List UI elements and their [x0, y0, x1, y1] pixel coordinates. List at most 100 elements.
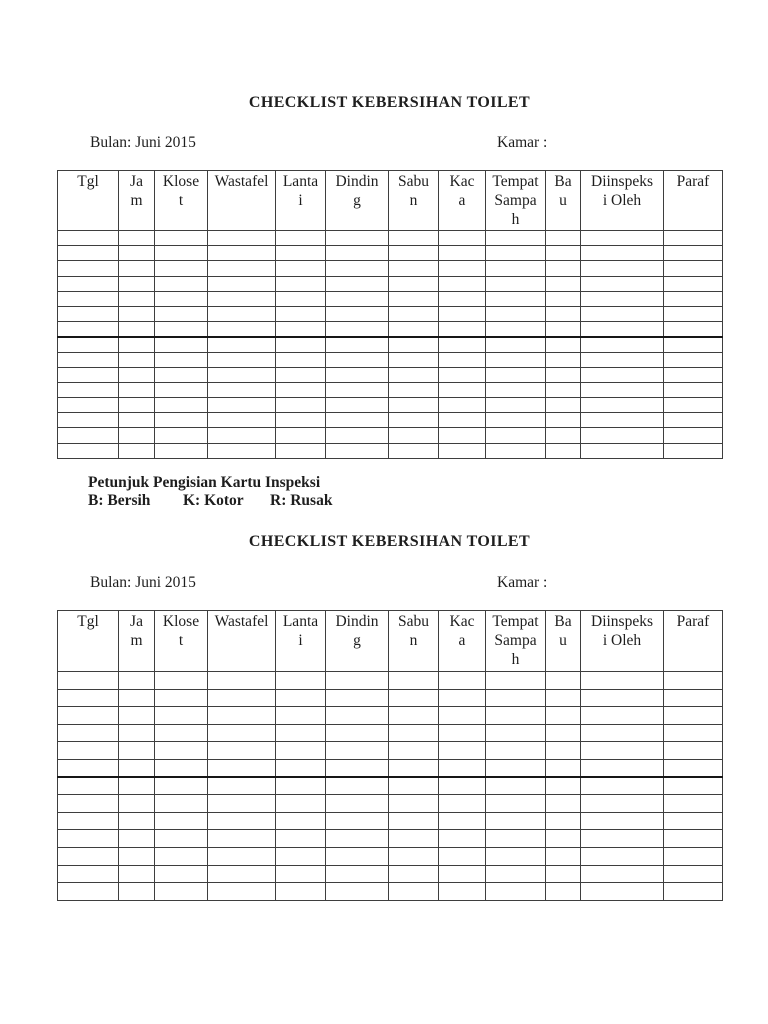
empty-cell	[207, 290, 276, 307]
table-row	[57, 706, 723, 725]
table-row	[57, 229, 723, 247]
table-row	[57, 864, 723, 884]
empty-cell	[325, 245, 389, 262]
empty-cell	[325, 335, 389, 353]
empty-cell	[663, 811, 723, 831]
table-row	[57, 412, 723, 429]
empty-cell	[663, 864, 723, 884]
empty-cell	[485, 245, 546, 262]
empty-cell	[207, 397, 276, 414]
empty-cell	[207, 335, 276, 353]
column-header-11: Diinspeks i Oleh	[580, 610, 664, 672]
empty-cell	[325, 321, 389, 338]
empty-cell	[57, 397, 119, 414]
empty-cell	[154, 260, 208, 277]
empty-cell	[57, 321, 119, 338]
empty-cell	[663, 351, 723, 368]
column-header-10: Ba u	[545, 170, 581, 231]
empty-cell	[545, 811, 581, 831]
empty-cell	[388, 335, 439, 353]
empty-cell	[580, 741, 664, 760]
empty-cell	[545, 794, 581, 813]
column-header-5: Lanta i	[275, 610, 326, 672]
empty-cell	[545, 706, 581, 725]
empty-cell	[485, 794, 546, 813]
empty-cell	[275, 229, 326, 247]
empty-cell	[580, 275, 664, 292]
empty-cell	[118, 723, 155, 743]
empty-cell	[580, 442, 664, 459]
empty-cell	[57, 427, 119, 444]
empty-cell	[663, 723, 723, 743]
empty-cell	[207, 229, 276, 247]
empty-cell	[154, 397, 208, 414]
empty-cell	[275, 275, 326, 292]
empty-cell	[663, 706, 723, 725]
empty-cell	[663, 260, 723, 277]
empty-cell	[485, 305, 546, 323]
empty-cell	[485, 321, 546, 338]
empty-cell	[388, 829, 439, 848]
empty-cell	[275, 794, 326, 813]
empty-cell	[207, 442, 276, 459]
empty-cell	[57, 290, 119, 307]
empty-cell	[57, 758, 119, 778]
column-header-11: Diinspeks i Oleh	[580, 170, 664, 231]
empty-cell	[545, 245, 581, 262]
empty-cell	[388, 381, 439, 399]
empty-cell	[275, 758, 326, 778]
empty-cell	[485, 397, 546, 414]
table-row	[57, 260, 723, 277]
empty-cell	[118, 758, 155, 778]
empty-cell	[118, 882, 155, 901]
empty-cell	[663, 794, 723, 813]
empty-cell	[57, 811, 119, 831]
empty-cell	[325, 671, 389, 690]
empty-cell	[118, 671, 155, 690]
empty-cell	[580, 811, 664, 831]
empty-cell	[118, 229, 155, 247]
empty-cell	[275, 442, 326, 459]
empty-cell	[118, 260, 155, 277]
empty-cell	[325, 776, 389, 796]
empty-cell	[388, 671, 439, 690]
empty-cell	[57, 846, 119, 866]
empty-cell	[388, 275, 439, 292]
empty-cell	[275, 864, 326, 884]
empty-cell	[438, 864, 486, 884]
empty-cell	[388, 776, 439, 796]
column-header-5: Lanta i	[275, 170, 326, 231]
empty-cell	[275, 351, 326, 368]
empty-cell	[580, 305, 664, 323]
empty-cell	[325, 882, 389, 901]
empty-cell	[438, 688, 486, 708]
empty-cell	[580, 260, 664, 277]
empty-cell	[388, 427, 439, 444]
empty-cell	[207, 412, 276, 429]
empty-cell	[275, 245, 326, 262]
empty-cell	[580, 397, 664, 414]
empty-cell	[57, 864, 119, 884]
table-row	[57, 321, 723, 338]
table-row	[57, 829, 723, 848]
empty-cell	[485, 229, 546, 247]
empty-cell	[57, 260, 119, 277]
empty-cell	[580, 882, 664, 901]
empty-cell	[438, 260, 486, 277]
empty-cell	[154, 829, 208, 848]
column-header-1: Tgl	[57, 170, 119, 231]
empty-cell	[580, 776, 664, 796]
empty-cell	[545, 275, 581, 292]
empty-cell	[118, 706, 155, 725]
empty-cell	[275, 305, 326, 323]
column-header-12: Paraf	[663, 170, 723, 231]
empty-cell	[485, 688, 546, 708]
empty-cell	[207, 723, 276, 743]
empty-cell	[388, 864, 439, 884]
room-label: Kamar :	[497, 134, 548, 151]
legend-item-kotor: K: Kotor	[183, 492, 244, 509]
empty-cell	[485, 811, 546, 831]
empty-cell	[325, 275, 389, 292]
empty-cell	[485, 351, 546, 368]
empty-cell	[485, 427, 546, 444]
